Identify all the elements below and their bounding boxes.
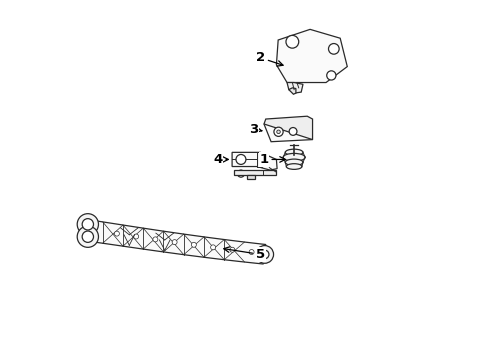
Polygon shape bbox=[264, 121, 312, 142]
Polygon shape bbox=[276, 30, 346, 82]
Polygon shape bbox=[232, 152, 277, 170]
Polygon shape bbox=[81, 219, 265, 264]
Polygon shape bbox=[288, 88, 295, 94]
Circle shape bbox=[133, 234, 138, 239]
Circle shape bbox=[153, 237, 158, 242]
Polygon shape bbox=[264, 116, 312, 140]
Circle shape bbox=[236, 154, 245, 165]
Circle shape bbox=[77, 226, 98, 247]
Circle shape bbox=[276, 130, 280, 134]
Ellipse shape bbox=[285, 149, 303, 156]
Text: 5: 5 bbox=[224, 247, 264, 261]
Circle shape bbox=[191, 242, 196, 247]
Circle shape bbox=[114, 231, 119, 236]
Ellipse shape bbox=[283, 153, 305, 161]
Circle shape bbox=[328, 44, 339, 54]
Circle shape bbox=[285, 35, 298, 48]
Polygon shape bbox=[286, 82, 303, 93]
Circle shape bbox=[248, 249, 254, 255]
Circle shape bbox=[82, 231, 93, 242]
Circle shape bbox=[237, 170, 244, 177]
Circle shape bbox=[82, 219, 93, 230]
Circle shape bbox=[288, 127, 296, 135]
Circle shape bbox=[172, 240, 177, 244]
Circle shape bbox=[229, 247, 234, 252]
Text: 1: 1 bbox=[259, 153, 285, 166]
Text: 3: 3 bbox=[248, 123, 262, 136]
Circle shape bbox=[326, 71, 335, 80]
Text: 4: 4 bbox=[213, 153, 228, 166]
Ellipse shape bbox=[285, 159, 303, 166]
Circle shape bbox=[273, 127, 283, 136]
Polygon shape bbox=[256, 152, 262, 167]
Ellipse shape bbox=[286, 164, 301, 169]
Polygon shape bbox=[233, 170, 276, 175]
Text: 2: 2 bbox=[255, 51, 283, 66]
Circle shape bbox=[260, 250, 268, 259]
Polygon shape bbox=[247, 175, 255, 179]
Circle shape bbox=[210, 245, 215, 250]
Circle shape bbox=[77, 214, 98, 235]
Circle shape bbox=[255, 246, 273, 263]
